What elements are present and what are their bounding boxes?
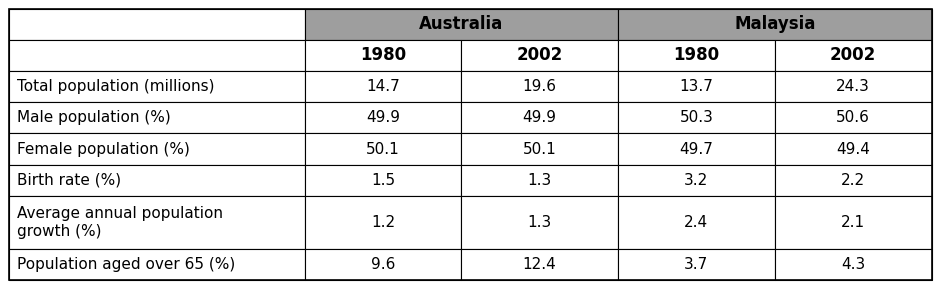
Text: 19.6: 19.6 [522, 79, 557, 94]
Bar [305, 9, 618, 40]
Text: Total population (millions): Total population (millions) [17, 79, 215, 94]
Bar [618, 102, 774, 134]
Text: 9.6: 9.6 [371, 257, 395, 272]
Bar [774, 249, 932, 280]
Bar [305, 249, 461, 280]
Text: 49.4: 49.4 [837, 142, 870, 157]
Bar [461, 249, 618, 280]
Bar [774, 102, 932, 134]
Text: 50.6: 50.6 [837, 110, 870, 125]
Text: Birth rate (%): Birth rate (%) [17, 173, 121, 188]
Bar [461, 134, 618, 165]
Bar [618, 165, 774, 196]
Text: Average annual population
growth (%): Average annual population growth (%) [17, 206, 223, 239]
Bar [9, 165, 305, 196]
Bar [9, 71, 305, 102]
Bar [774, 71, 932, 102]
Text: 1.2: 1.2 [371, 215, 395, 230]
Text: 1.5: 1.5 [371, 173, 395, 188]
Text: 50.1: 50.1 [366, 142, 400, 157]
Text: 3.7: 3.7 [684, 257, 709, 272]
Bar [618, 9, 932, 40]
Text: 1.3: 1.3 [528, 173, 551, 188]
Bar [305, 196, 461, 249]
Bar [9, 134, 305, 165]
Bar [9, 249, 305, 280]
Text: 1980: 1980 [359, 46, 406, 64]
Text: Population aged over 65 (%): Population aged over 65 (%) [17, 257, 235, 272]
Text: Australia: Australia [419, 15, 503, 33]
Text: 13.7: 13.7 [679, 79, 713, 94]
Bar [305, 71, 461, 102]
Bar [461, 196, 618, 249]
Bar [9, 9, 305, 40]
Text: Malaysia: Malaysia [734, 15, 816, 33]
Bar [774, 196, 932, 249]
Text: 50.1: 50.1 [523, 142, 556, 157]
Bar [774, 165, 932, 196]
Bar [461, 165, 618, 196]
Text: 1.3: 1.3 [528, 215, 551, 230]
Text: 2.4: 2.4 [684, 215, 709, 230]
Text: 49.7: 49.7 [679, 142, 713, 157]
Bar [774, 40, 932, 71]
Bar [618, 71, 774, 102]
Text: 12.4: 12.4 [523, 257, 556, 272]
Bar [461, 40, 618, 71]
Text: 3.2: 3.2 [684, 173, 709, 188]
Bar [618, 249, 774, 280]
Bar [305, 134, 461, 165]
Text: 49.9: 49.9 [366, 110, 400, 125]
Text: Female population (%): Female population (%) [17, 142, 190, 157]
Bar [9, 102, 305, 134]
Bar [9, 40, 305, 71]
Text: 24.3: 24.3 [837, 79, 870, 94]
Bar [618, 134, 774, 165]
Text: 50.3: 50.3 [679, 110, 713, 125]
Bar [618, 196, 774, 249]
Text: Male population (%): Male population (%) [17, 110, 170, 125]
Text: 1980: 1980 [674, 46, 720, 64]
Text: 2.1: 2.1 [841, 215, 866, 230]
Text: 4.3: 4.3 [841, 257, 866, 272]
Text: 2002: 2002 [830, 46, 876, 64]
Bar [461, 71, 618, 102]
Bar [774, 134, 932, 165]
Bar [618, 40, 774, 71]
Text: 2002: 2002 [517, 46, 563, 64]
Bar [305, 165, 461, 196]
Bar [9, 196, 305, 249]
Text: 49.9: 49.9 [522, 110, 557, 125]
Bar [305, 40, 461, 71]
Bar [461, 102, 618, 134]
Bar [305, 102, 461, 134]
Text: 14.7: 14.7 [366, 79, 400, 94]
Text: 2.2: 2.2 [841, 173, 866, 188]
